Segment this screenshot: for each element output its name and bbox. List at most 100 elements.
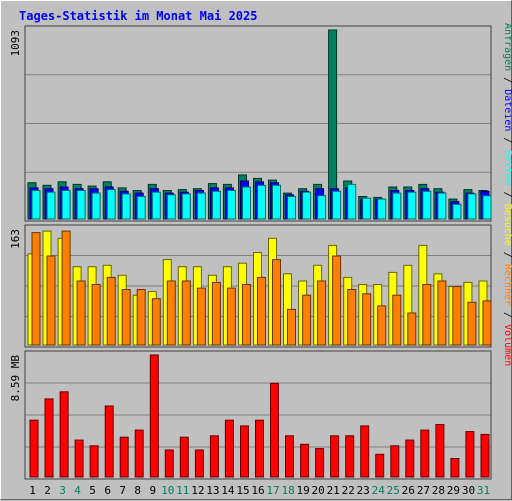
bar-rechner-day-3 [61, 230, 71, 346]
chart-panel-bottom: 8.59 MB [9, 350, 492, 480]
bar-volumen-day-17 [270, 382, 279, 478]
bar-seiten-day-8 [136, 196, 146, 220]
bar-rechner-day-25 [392, 294, 402, 346]
bar-seiten-day-14 [226, 190, 236, 220]
bar-volumen-day-28 [435, 424, 445, 478]
x-tick-label-day-11: 11 [176, 484, 189, 497]
bar-seiten-day-6 [106, 189, 116, 220]
bar-seiten-day-5 [91, 192, 101, 220]
bar-volumen-day-14 [224, 419, 234, 478]
bar-volumen-day-9 [149, 354, 159, 478]
bar-volumen-day-27 [420, 429, 430, 478]
bar-rechner-day-18 [287, 308, 296, 346]
bar-seiten-day-29 [452, 203, 462, 220]
plot-border [24, 224, 492, 348]
bar-seiten-day-30 [467, 193, 477, 220]
x-tick-label-day-3: 3 [59, 484, 66, 497]
bar-volumen-day-12 [194, 449, 204, 478]
bar-rechner-day-19 [302, 294, 312, 346]
bar-rechner-day-15 [242, 284, 251, 346]
x-tick-label-day-19: 19 [296, 484, 309, 497]
bar-volumen-day-13 [209, 435, 219, 478]
bar-rechner-day-23 [362, 293, 372, 346]
bar-seiten-day-4 [76, 190, 86, 220]
x-tick-label-day-24: 24 [372, 484, 386, 497]
bar-rechner-day-7 [121, 289, 131, 346]
bar-rechner-day-21 [332, 255, 342, 346]
bar-seiten-day-3 [61, 190, 71, 220]
x-tick-label-day-25: 25 [387, 484, 400, 497]
bar-seiten-day-7 [121, 193, 131, 220]
bar-volumen-day-1 [29, 419, 39, 478]
bar-seiten-day-1 [31, 190, 41, 220]
legend-separator: / [502, 246, 512, 264]
x-tick-label-day-16: 16 [251, 484, 264, 497]
bar-seiten-day-24 [377, 198, 387, 220]
bar-seiten-day-15 [242, 186, 251, 220]
bar-volumen-day-19 [300, 443, 310, 478]
bar-rechner-day-30 [467, 301, 477, 346]
bar-volumen-day-15 [240, 425, 249, 478]
axis-max-label-middle: 163 [9, 229, 22, 249]
bar-volumen-day-6 [104, 405, 114, 478]
x-tick-label-day-17: 17 [266, 484, 279, 497]
bar-volumen-day-26 [405, 439, 415, 478]
bar-volumen-day-8 [134, 429, 144, 478]
legend-entry-dateien: Dateien [502, 89, 512, 131]
bar-rechner-day-28 [437, 280, 447, 346]
x-tick-label-day-4: 4 [74, 484, 81, 497]
bar-rechner-day-6 [106, 276, 116, 346]
legend-separator: / [502, 186, 512, 204]
legend-separator: / [502, 306, 512, 324]
bar-rechner-day-16 [257, 276, 266, 346]
bar-volumen-day-16 [255, 419, 264, 478]
bar-rechner-day-31 [482, 300, 492, 346]
bar-seiten-day-19 [302, 191, 312, 220]
bar-volumen-day-18 [285, 435, 294, 478]
plot-border [24, 25, 492, 222]
bar-volumen-day-23 [360, 425, 370, 478]
bar-volumen-day-7 [119, 436, 129, 478]
x-tick-label-day-22: 22 [342, 484, 355, 497]
bar-rechner-day-20 [317, 280, 327, 346]
x-tick-label-day-1: 1 [29, 484, 36, 497]
x-tick-label-day-15: 15 [236, 484, 249, 497]
x-tick-label-day-9: 9 [149, 484, 156, 497]
chart-title: Tages-Statistik im Monat Mai 2025 [19, 9, 257, 23]
x-tick-label-day-5: 5 [89, 484, 96, 497]
bar-seiten-day-17 [272, 184, 281, 220]
x-tick-label-day-6: 6 [104, 484, 111, 497]
bar-rechner-day-27 [422, 284, 432, 346]
x-tick-label-day-28: 28 [432, 484, 445, 497]
bar-rechner-day-29 [452, 286, 462, 346]
x-tick-label-day-13: 13 [206, 484, 219, 497]
bar-rechner-day-13 [211, 281, 221, 346]
bar-rechner-day-8 [136, 289, 146, 346]
bar-seiten-day-23 [362, 197, 372, 220]
bar-volumen-day-3 [59, 391, 69, 478]
bar-seiten-day-10 [166, 194, 176, 220]
x-tick-label-day-23: 23 [357, 484, 370, 497]
legend-entry-volumen: Volumen [502, 324, 512, 366]
x-tick-label-day-7: 7 [119, 484, 126, 497]
x-tick-label-day-27: 27 [417, 484, 430, 497]
bar-seiten-day-2 [46, 191, 56, 220]
x-tick-label-day-2: 2 [44, 484, 51, 497]
bar-rechner-day-4 [76, 280, 86, 346]
bar-seiten-day-28 [437, 192, 447, 220]
bar-seiten-day-18 [287, 196, 296, 220]
bar-seiten-day-26 [407, 191, 417, 220]
bar-seiten-day-25 [392, 192, 402, 220]
bar-volumen-day-20 [315, 448, 325, 478]
bar-rechner-day-26 [407, 312, 417, 346]
bar-seiten-day-31 [482, 195, 492, 220]
bar-seiten-day-11 [181, 193, 191, 220]
x-tick-label-day-20: 20 [311, 484, 324, 497]
bar-volumen-day-22 [345, 435, 355, 478]
bar-seiten-day-13 [211, 190, 221, 220]
x-tick-label-day-12: 12 [191, 484, 204, 497]
bar-rechner-day-12 [196, 287, 206, 346]
x-tick-label-day-8: 8 [134, 484, 141, 497]
